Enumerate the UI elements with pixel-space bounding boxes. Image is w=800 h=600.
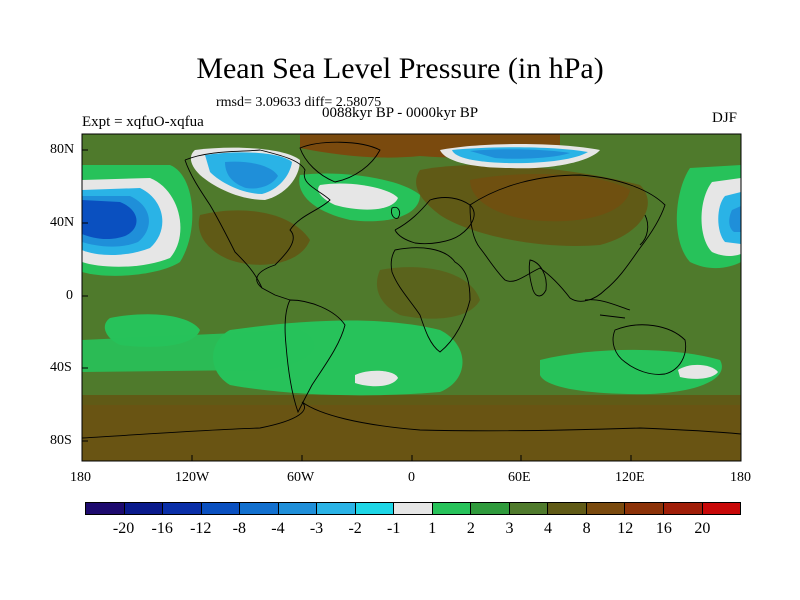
coast-greenland bbox=[299, 141, 381, 183]
colorbar-label: -8 bbox=[232, 520, 247, 537]
field-equatorial-band bbox=[82, 330, 315, 372]
field-us-high bbox=[198, 210, 310, 265]
map-title: Mean Sea Level Pressure (in hPa) bbox=[196, 52, 604, 85]
experiment-label: Expt = xqfuO-xqfua bbox=[82, 114, 204, 130]
field-hudson-low-core bbox=[225, 161, 278, 189]
field-africa-high bbox=[376, 267, 480, 319]
colorbar-swatch bbox=[625, 503, 664, 514]
coast-asia bbox=[469, 174, 666, 302]
coast-uk bbox=[391, 206, 401, 219]
colorbar-swatch bbox=[86, 503, 125, 514]
colorbar-label: -3 bbox=[309, 520, 324, 537]
coast-indonesia bbox=[584, 299, 631, 319]
coast-south-america bbox=[284, 299, 346, 414]
colorbar-label: 16 bbox=[655, 520, 672, 537]
colorbar-label: -16 bbox=[151, 520, 173, 537]
colorbar-swatch bbox=[663, 503, 703, 514]
field-australia-low bbox=[678, 364, 718, 379]
colorbar-swatch bbox=[702, 503, 741, 514]
lat-label-40n: 40N bbox=[50, 215, 75, 230]
axis-ticks bbox=[81, 149, 742, 461]
lon-label-180w: 180 bbox=[70, 470, 91, 485]
coast-australia bbox=[612, 324, 687, 375]
lon-label-60e: 60E bbox=[508, 470, 531, 485]
colorbar-label: -12 bbox=[190, 520, 212, 537]
lon-label-0: 0 bbox=[408, 470, 415, 485]
colorbar-label: 1 bbox=[428, 520, 437, 537]
lon-label-180e: 180 bbox=[730, 470, 751, 485]
colorbar-swatch bbox=[355, 503, 395, 514]
lon-label-60w: 60W bbox=[287, 470, 315, 485]
colorbar-swatch bbox=[548, 503, 587, 514]
colorbar-swatch bbox=[432, 503, 472, 514]
field-south-indian bbox=[540, 349, 722, 395]
lon-label-120e: 120E bbox=[615, 470, 645, 485]
coastlines bbox=[82, 141, 741, 439]
lat-label-80n: 80N bbox=[50, 142, 75, 157]
field-atlantic-low bbox=[318, 183, 398, 210]
field-south-atlantic-low bbox=[355, 370, 398, 387]
colorbar-label: 4 bbox=[544, 520, 553, 537]
colorbar-label: 20 bbox=[694, 520, 711, 537]
field-aleutian-east-core bbox=[729, 206, 741, 232]
colorbar-label: 8 bbox=[582, 520, 591, 537]
colorbar-label: -2 bbox=[348, 520, 362, 537]
colorbar-swatch bbox=[509, 503, 549, 514]
coast-europe bbox=[394, 197, 475, 245]
lon-label-120w: 120W bbox=[175, 470, 210, 485]
colorbar-swatch bbox=[586, 503, 626, 514]
field-barents-low-core bbox=[470, 149, 570, 159]
colorbar-swatch bbox=[317, 503, 356, 514]
colorbar bbox=[85, 502, 741, 515]
colorbar-swatch bbox=[278, 503, 318, 514]
colorbar-label: 12 bbox=[617, 520, 634, 537]
colorbar-label: 3 bbox=[505, 520, 514, 537]
colorbar-label: -1 bbox=[387, 520, 401, 537]
field-polar-band bbox=[82, 405, 741, 461]
colorbar-label: -20 bbox=[112, 520, 135, 537]
coast-india bbox=[528, 259, 547, 297]
colorbar-swatch bbox=[163, 503, 202, 514]
coast-antarctica bbox=[82, 401, 741, 439]
coast-north-america-west bbox=[184, 159, 263, 289]
colorbar-label: 2 bbox=[466, 520, 475, 537]
season-label: DJF bbox=[712, 110, 738, 126]
colorbar-swatch bbox=[394, 503, 433, 514]
pressure-field bbox=[82, 134, 741, 461]
coast-north-america bbox=[184, 149, 331, 301]
colorbar-swatch bbox=[124, 503, 164, 514]
lat-label-0: 0 bbox=[66, 288, 73, 303]
period-label: 0088kyr BP - 0000kyr BP bbox=[322, 105, 479, 121]
colorbar-swatch bbox=[471, 503, 510, 514]
field-aleutian-low-core bbox=[82, 200, 137, 240]
colorbar-swatch bbox=[240, 503, 279, 514]
stats-label: rmsd= 3.09633 diff= 2.58075 bbox=[216, 95, 382, 110]
coast-africa bbox=[390, 247, 471, 353]
lat-label-40s: 40S bbox=[50, 360, 72, 375]
coast-japan bbox=[639, 214, 649, 246]
colorbar-label: -4 bbox=[271, 520, 285, 537]
lat-label-80s: 80S bbox=[50, 433, 72, 448]
colorbar-swatch bbox=[201, 503, 241, 514]
